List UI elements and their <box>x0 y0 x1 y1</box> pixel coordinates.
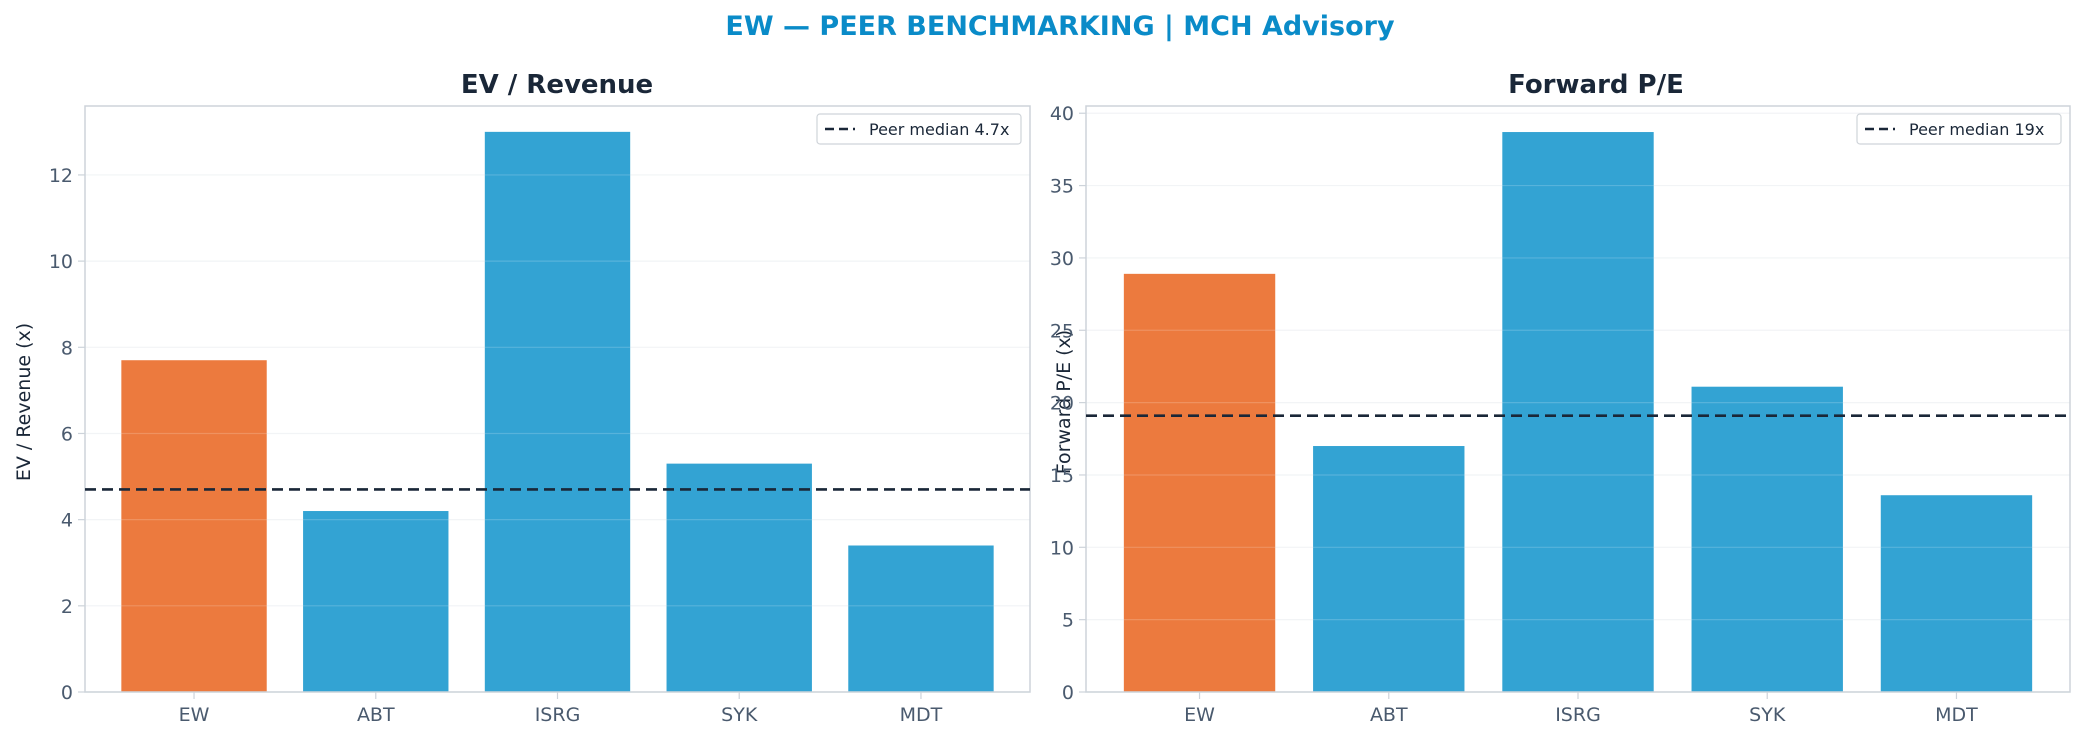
forward-pe-legend-label: Peer median 19x <box>1909 120 2044 139</box>
forward-pe-title: Forward P/E <box>1508 70 1684 100</box>
ev-revenue-y-axis-label: EV / Revenue (x) <box>13 323 35 481</box>
ev-revenue-y-tick-label: 10 <box>49 251 73 273</box>
forward-pe-y-tick-label: 35 <box>1050 176 1074 198</box>
ev-revenue-bar-mdt <box>848 545 994 692</box>
ev-revenue-x-tick-label: MDT <box>900 704 943 726</box>
ev-revenue-x-tick-label: ABT <box>357 704 395 726</box>
forward-pe-y-tick-label: 15 <box>1050 465 1074 487</box>
forward-pe-y-tick-label: 0 <box>1062 682 1074 704</box>
ev-revenue-y-tick-label: 0 <box>61 682 73 704</box>
ev-revenue-x-tick-label: EW <box>179 704 210 726</box>
ev-revenue-y-tick-label: 2 <box>61 596 73 618</box>
ev-revenue-bar-syk <box>666 463 812 692</box>
forward-pe-bar-abt <box>1313 446 1465 692</box>
forward-pe-bar-syk <box>1691 386 1843 692</box>
forward-pe-y-tick-label: 20 <box>1050 393 1074 415</box>
forward-pe-y-tick-label: 30 <box>1050 248 1074 270</box>
ev-revenue-legend-label: Peer median 4.7x <box>869 120 1009 139</box>
ev-revenue-legend <box>816 113 1022 145</box>
forward-pe-bar-ew <box>1123 273 1276 692</box>
forward-pe-y-tick-label: 10 <box>1050 537 1074 559</box>
forward-pe-y-axis-label: Forward P/E (x) <box>1053 330 1075 474</box>
ev-revenue-chart: EV / Revenue EV / Revenue (x) 0 2 4 6 8 10 12 E… <box>13 70 1031 726</box>
forward-pe-x-tick-label: SYK <box>1749 704 1786 726</box>
ev-revenue-y-tick-label: 6 <box>61 423 73 445</box>
ev-revenue-y-tick-label: 8 <box>61 337 73 359</box>
ev-revenue-bar-isrg <box>484 131 631 693</box>
ev-revenue-x-tick-label: ISRG <box>535 704 581 726</box>
forward-pe-bar-mdt <box>1880 495 2033 692</box>
forward-pe-x-tick-label: EW <box>1184 704 1215 726</box>
forward-pe-y-tick-label: 5 <box>1062 610 1074 632</box>
ev-revenue-title: EV / Revenue <box>461 70 653 100</box>
ev-revenue-y-tick-label: 12 <box>49 165 73 187</box>
forward-pe-x-tick-label: ISRG <box>1555 704 1601 726</box>
ev-revenue-x-tick-label: SYK <box>721 704 758 726</box>
ev-revenue-bar-abt <box>303 511 449 692</box>
forward-pe-y-tick-label: 25 <box>1050 320 1074 342</box>
forward-pe-x-tick-label: MDT <box>1935 704 1978 726</box>
forward-pe-bar-isrg <box>1502 132 1654 693</box>
forward-pe-chart: Forward P/E Forward P/E (x) 0 5 10 15 20 25 30… <box>1050 70 2071 726</box>
forward-pe-y-tick-label: 40 <box>1050 103 1074 125</box>
forward-pe-legend <box>1856 113 2062 145</box>
ev-revenue-y-tick-label: 4 <box>61 510 73 532</box>
forward-pe-x-tick-label: ABT <box>1370 704 1408 726</box>
ev-revenue-bar-ew <box>121 360 267 692</box>
figure-title: EW — PEER BENCHMARKING | MCH Advisory <box>725 11 1395 42</box>
